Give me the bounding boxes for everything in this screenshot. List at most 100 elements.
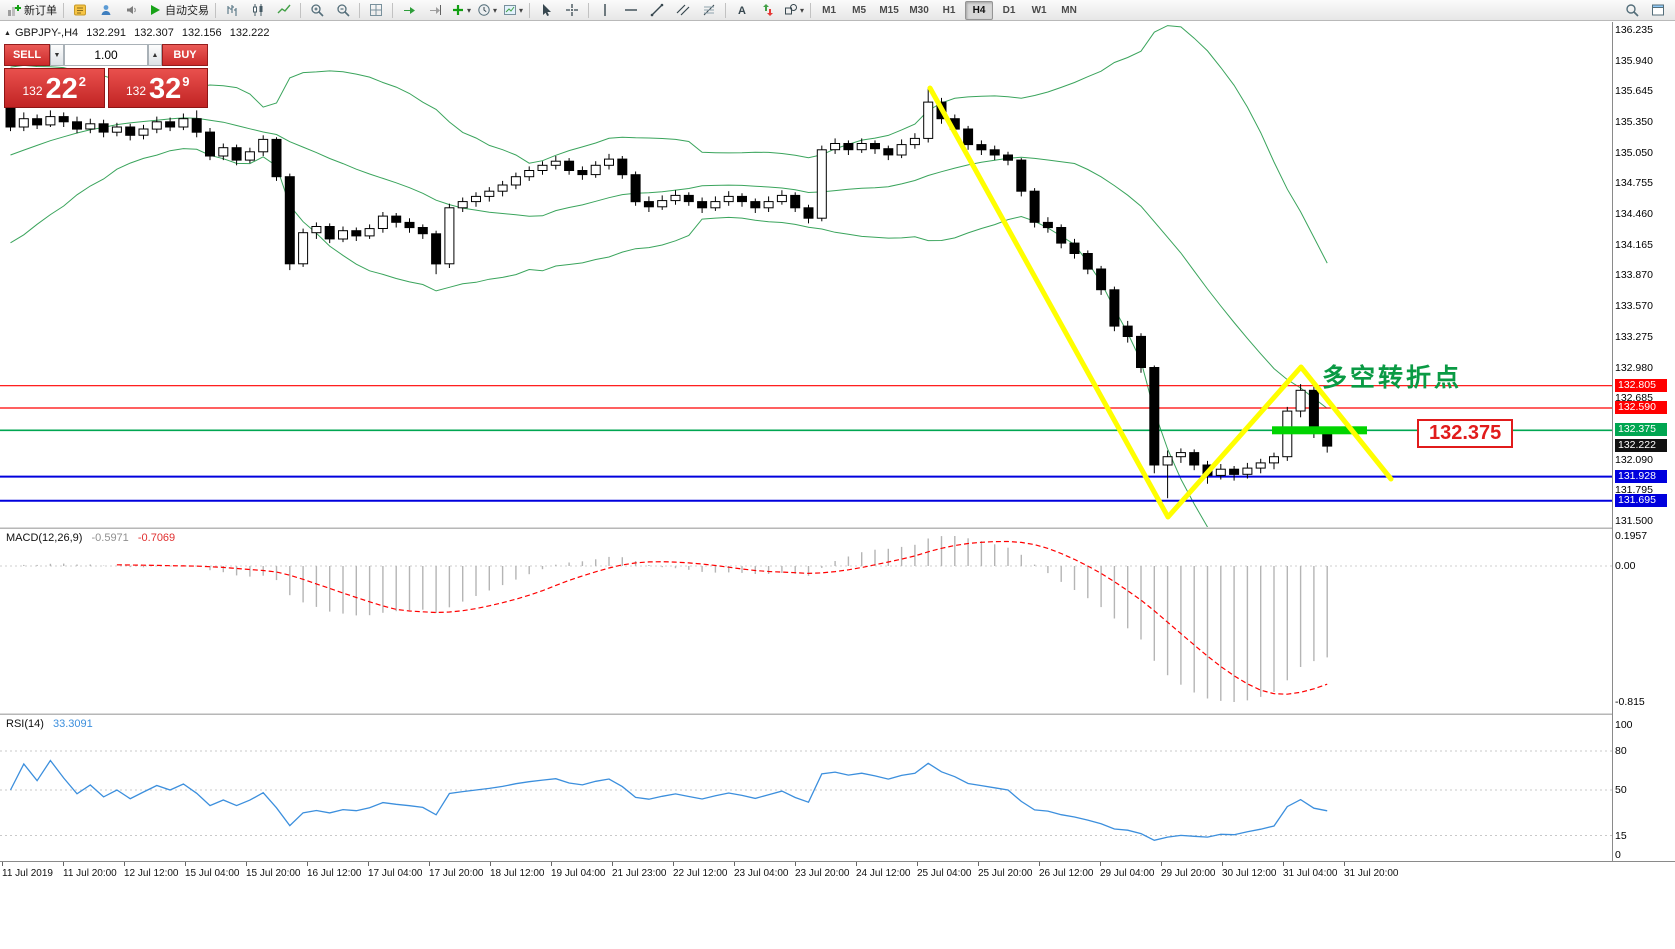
toolbar-right-group xyxy=(1619,0,1671,20)
price-tag[interactable]: 132.375 xyxy=(1417,419,1514,448)
support-highlight-bar[interactable] xyxy=(1272,426,1367,435)
profile-button[interactable] xyxy=(93,0,119,20)
timeframe-w1[interactable]: W1 xyxy=(1031,4,1047,16)
line-chart-button[interactable] xyxy=(271,0,297,20)
template-icon xyxy=(504,5,517,15)
turning-point-label[interactable]: 多空转折点 xyxy=(1322,364,1463,392)
cursor-icon xyxy=(543,4,552,16)
timeframe-m5[interactable]: M5 xyxy=(852,4,867,16)
arrows-icon xyxy=(763,4,774,16)
new-order-icon xyxy=(8,5,21,16)
sound-button[interactable] xyxy=(119,0,145,20)
time-label: 29 Jul 04:00 xyxy=(1100,868,1155,879)
one-click-panel-toggle-icon[interactable]: ▲ xyxy=(4,30,11,37)
autotrading-button-label: 自动交易 xyxy=(165,5,209,17)
buy-quote-button[interactable]: 132 32 9 xyxy=(107,68,208,108)
autotrading-button[interactable]: 自动交易 xyxy=(145,0,212,20)
timeframe-m1[interactable]: M1 xyxy=(822,4,837,16)
rsi-scale-tick: 50 xyxy=(1615,784,1627,796)
time-label: 19 Jul 04:00 xyxy=(551,868,606,879)
buy-price-pips: 32 xyxy=(149,73,182,106)
equidistant-channel-button[interactable] xyxy=(670,0,696,20)
zoom-in-button[interactable] xyxy=(304,0,330,20)
timeframe-d1[interactable]: D1 xyxy=(1002,4,1016,16)
horizontal-line-button[interactable] xyxy=(618,0,644,20)
time-tick xyxy=(612,862,613,866)
timeframe-m30[interactable]: M30 xyxy=(909,4,929,16)
toolbar-separator xyxy=(215,2,216,18)
macd-rsi-splitter[interactable] xyxy=(0,713,1675,715)
chart-macd-splitter[interactable] xyxy=(0,527,1675,529)
time-tick xyxy=(490,862,491,866)
time-label: 30 Jul 12:00 xyxy=(1222,868,1277,879)
rsi-canvas[interactable] xyxy=(0,715,1612,861)
time-axis[interactable]: 11 Jul 2019 11 Jul 20:00 12 Jul 12:00 15 Ju… xyxy=(0,861,1675,887)
price-level-label: 131.695 xyxy=(1615,494,1667,507)
toolbar-separator xyxy=(588,2,590,18)
close-value: 132.222 xyxy=(229,27,270,39)
time-label: 23 Jul 04:00 xyxy=(734,868,789,879)
time-label: 24 Jul 12:00 xyxy=(856,868,911,879)
metaeditor-button[interactable] xyxy=(67,0,93,20)
price-tick: 133.275 xyxy=(1615,331,1653,343)
search-button[interactable] xyxy=(1619,0,1645,20)
price-axis[interactable]: 136.235 135.940 135.645 135.350 135.050 134.7… xyxy=(1612,22,1675,861)
new-order-button[interactable]: 新订单 xyxy=(4,0,60,20)
volume-input[interactable] xyxy=(64,44,148,66)
sell-quote-button[interactable]: 132 22 2 xyxy=(4,68,105,108)
crosshair-button[interactable] xyxy=(559,0,585,20)
sell-button[interactable]: SELL xyxy=(4,44,50,66)
time-label: 31 Jul 20:00 xyxy=(1344,868,1399,879)
indicator-add-icon xyxy=(453,5,463,15)
macd-canvas[interactable] xyxy=(0,529,1612,713)
window-icon xyxy=(1652,4,1664,16)
fibonacci-button[interactable] xyxy=(696,0,722,20)
price-tick: 131.795 xyxy=(1615,484,1653,496)
shapes-button[interactable]: ▾ xyxy=(781,0,807,20)
symbol-period-label: GBPJPY-,H4 xyxy=(15,27,79,39)
open-value: 132.291 xyxy=(86,27,127,39)
trendline-icon xyxy=(650,3,664,17)
volume-increase-button[interactable]: ▲ xyxy=(148,44,162,66)
time-label: 25 Jul 04:00 xyxy=(917,868,972,879)
toolbar-main-group: 新订单 自动交易 ▾ ▾ ▾ A ▾ xyxy=(4,0,814,20)
price-tick: 136.235 xyxy=(1615,24,1653,36)
high-value: 132.307 xyxy=(134,27,174,39)
candle-chart-button[interactable] xyxy=(245,0,271,20)
bar-chart-button[interactable] xyxy=(219,0,245,20)
timeframe-mn[interactable]: MN xyxy=(1061,4,1077,16)
rsi-line xyxy=(9,759,1328,841)
one-click-trading-panel: SELL ▼ ▲ BUY 132 22 2 132 32 9 xyxy=(4,44,208,108)
chart-shift-button[interactable] xyxy=(422,0,448,20)
auto-scroll-button[interactable] xyxy=(396,0,422,20)
cursor-button[interactable] xyxy=(533,0,559,20)
templates-button[interactable]: ▾ xyxy=(500,0,526,20)
timeframe-h4[interactable]: H4 xyxy=(965,0,994,20)
symbol-ohlc-line: GBPJPY-,H4 132.291 132.307 132.156 132.2… xyxy=(15,27,275,39)
new-chart-window-button[interactable] xyxy=(1645,0,1671,20)
time-tick xyxy=(978,862,979,866)
time-tick xyxy=(673,862,674,866)
price-chart-pane: ▲ GBPJPY-,H4 132.291 132.307 132.156 132… xyxy=(0,22,1612,527)
timeframe-h1[interactable]: H1 xyxy=(942,4,956,16)
arrows-button[interactable] xyxy=(755,0,781,20)
buy-button[interactable]: BUY xyxy=(162,44,208,66)
trend-zigzag-annotation[interactable] xyxy=(927,85,1394,520)
indicators-button[interactable]: ▾ xyxy=(448,0,474,20)
sound-icon xyxy=(127,6,136,14)
periods-button[interactable]: ▾ xyxy=(474,0,500,20)
svg-text:A: A xyxy=(738,5,746,17)
price-tick: 132.980 xyxy=(1615,362,1653,374)
text-label-button[interactable]: A xyxy=(729,0,755,20)
zoom-out-button[interactable] xyxy=(330,0,356,20)
tile-windows-button[interactable] xyxy=(363,0,389,20)
chevron-down-icon: ▾ xyxy=(800,5,805,15)
vertical-line-button[interactable] xyxy=(592,0,618,20)
price-tick: 134.755 xyxy=(1615,177,1653,189)
volume-decrease-button[interactable]: ▼ xyxy=(50,44,64,66)
macd-signal-value: -0.7069 xyxy=(137,532,176,544)
chart-canvas[interactable] xyxy=(0,22,1612,527)
timeframe-m15[interactable]: M15 xyxy=(879,4,899,16)
trendline-button[interactable] xyxy=(644,0,670,20)
time-tick xyxy=(1222,862,1223,866)
